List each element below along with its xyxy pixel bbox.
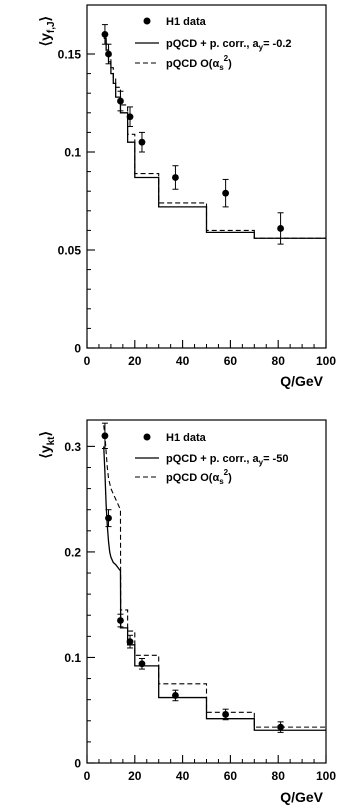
legend-label-solid: pQCD + p. corr., ay= -50	[166, 453, 288, 467]
y-tick-label: 0.1	[64, 146, 81, 160]
data-point	[138, 660, 146, 668]
y-axis-label: ⟨ykt⟩	[37, 431, 57, 459]
data-point	[277, 723, 284, 731]
x-tick-label: 100	[316, 769, 336, 783]
data-point	[101, 432, 109, 440]
y-ticks: 0 0.05 0.1 0.15	[58, 48, 95, 356]
x-tick-label: 40	[176, 769, 190, 783]
data-point	[117, 617, 124, 624]
x-tick-label: 100	[316, 354, 336, 368]
y-axis-label: ⟨yf,J⟩	[37, 16, 57, 46]
data-point	[126, 638, 134, 646]
legend-label-data: H1 data	[166, 16, 207, 28]
y-tick-label: 0.2	[64, 545, 81, 559]
y-tick-label: 0.1	[64, 651, 81, 665]
data-point	[138, 138, 146, 146]
data-point	[277, 225, 284, 232]
x-tick-label: 40	[176, 354, 190, 368]
data-points	[101, 422, 284, 733]
y-tick-label: 0	[74, 342, 81, 356]
x-tick-label: 80	[272, 769, 286, 783]
legend-marker-data	[143, 17, 151, 25]
x-axis-label: Q/GeV	[280, 789, 323, 805]
x-tick-label: 20	[128, 354, 142, 368]
x-tick-label: 0	[84, 354, 91, 368]
x-tick-label: 20	[128, 769, 142, 783]
legend-label-dashed: pQCD O(αs2)	[166, 468, 232, 486]
legend: H1 data pQCD + p. corr., ay= -50 pQCD O(…	[135, 432, 288, 486]
x-tick-label: 60	[224, 354, 238, 368]
data-point	[172, 174, 179, 181]
y-tick-label: 0.05	[58, 244, 82, 258]
legend-label-data: H1 data	[166, 432, 207, 444]
x-axis-label: Q/GeV	[280, 373, 323, 389]
legend-label-solid: pQCD + p. corr., ay= -0.2	[166, 38, 292, 52]
data-point	[117, 97, 124, 105]
x-tick-label: 80	[272, 354, 286, 368]
data-point	[222, 711, 230, 718]
legend-label-dashed: pQCD O(αs2)	[166, 54, 232, 72]
y-tick-label: 0.15	[58, 48, 82, 62]
plot-frame	[86, 4, 327, 349]
chart-bottom: ⟨ykt⟩ Q/GeV 0 0.1 0.2 0.3 0 20 40 60 80 100 H1 d…	[37, 419, 336, 805]
data-point	[222, 189, 230, 197]
x-ticks: 0 20 40 60 80 100	[84, 340, 336, 368]
x-tick-label: 60	[224, 769, 238, 783]
series-line-pqcd-corr	[103, 446, 326, 731]
y-tick-label: 0.3	[64, 440, 81, 454]
data-point	[172, 692, 179, 699]
series-line-pqcd	[103, 425, 326, 728]
data-point	[105, 50, 112, 58]
data-point	[101, 31, 109, 38]
x-ticks: 0 20 40 60 80 100	[84, 755, 336, 783]
legend-marker-data	[143, 433, 151, 441]
legend: H1 data pQCD + p. corr., ay= -0.2 pQCD O…	[135, 16, 292, 72]
data-points	[101, 24, 284, 245]
y-tick-label: 0	[74, 757, 81, 771]
x-tick-label: 0	[84, 769, 91, 783]
y-ticks: 0 0.1 0.2 0.3	[64, 440, 95, 771]
chart-top: ⟨yf,J⟩ Q/GeV 0 0.05 0.1 0.15 0 20 40 60 80 100 H…	[37, 4, 336, 389]
data-point	[105, 514, 112, 522]
data-point	[126, 113, 134, 121]
